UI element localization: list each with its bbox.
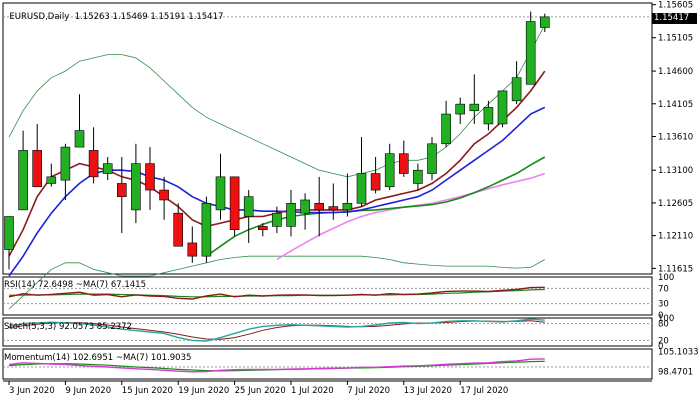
rsi-pane-frame [2,276,653,316]
stoch-tick-label: 80 [658,320,669,330]
time-tick-label: 19 Jun 2020 [178,386,229,396]
bearish-candle [117,183,127,197]
ma-mid-line [8,106,546,277]
rsi-tick-label: 100 [658,273,674,283]
price-tick-label: 1.11615 [658,264,693,274]
time-tick-label: 7 Jul 2020 [347,386,390,396]
bullish-candle [60,146,71,181]
bullish-candle [356,173,367,204]
momentum-title: Momentum(14) 102.6951 ~MA(7) 101.9035 [4,353,192,363]
time-tick-label: 17 Jul 2020 [460,386,508,396]
symbol-header: EURUSD,Daily 1.15263 1.15469 1.15191 1.1… [4,2,223,22]
main-pane-frame [2,2,653,275]
price-tick-label: 1.12110 [658,232,693,242]
bullish-candle [201,202,212,257]
momentum-tick-label: 105.1033 [658,348,699,358]
current-price-label: 1.15417 [652,13,697,24]
bearish-candle [314,202,325,211]
price-tick-label: 1.15105 [658,34,693,44]
rsi-line [8,286,545,300]
stoch-signal-line [8,320,545,340]
rsi-title: RSI(14) 72.6498 ~MA(7) 67.1415 [4,280,146,290]
bullish-candle [441,113,451,145]
time-tick-label: 9 Jun 2020 [65,386,111,396]
rsi-tick-label: 30 [658,300,669,310]
bullish-candle [74,130,85,148]
momentum-tick-label: 98.4701 [658,368,693,378]
bullish-candle [46,176,57,184]
price-tick-label: 1.14600 [658,67,693,77]
bullish-candle [469,103,480,112]
sto-pane-frame [2,317,653,347]
price-tick-label: 1.15605 [658,1,693,11]
bullish-candle [525,21,536,85]
bullish-candle [215,176,226,211]
bullish-candle [4,216,14,250]
bullish-candle [511,77,522,102]
mom-pane-frame [2,348,653,380]
bearish-candle [32,150,43,188]
bearish-candle [328,206,339,211]
stoch-tick-label: 100 [658,314,674,324]
bollinger-upper-line [8,24,546,178]
bullish-candle [18,150,28,211]
bollinger-lower-line [8,255,545,310]
bullish-candle [427,143,437,174]
bearish-candle [398,153,409,174]
price-tick-label: 1.12605 [658,199,693,209]
stoch-title: Stoch(5,3,3) 92.0573 85.2372 [4,322,132,332]
time-tick-label: 25 Jun 2020 [235,386,286,396]
stoch-tick-label: 0 [658,342,663,352]
bearish-candle [187,242,198,257]
bearish-candle [257,226,268,231]
rsi-tick-label: 0 [658,311,663,321]
bullish-candle [539,16,550,28]
bullish-candle [131,163,141,211]
price-tick-label: 1.13610 [658,133,693,143]
symbol-timeframe: EURUSD,Daily [9,12,70,22]
bullish-candle [497,90,508,125]
time-tick-label: 1 Jul 2020 [291,386,334,396]
bearish-candle [229,176,240,231]
bearish-candle [173,212,183,247]
bullish-candle [413,169,423,184]
rsi-tick-label: 70 [658,284,669,294]
price-tick-label: 1.13100 [658,166,693,176]
bullish-candle [243,196,254,217]
bullish-candle [272,212,282,227]
stoch-main-line [8,318,545,342]
bullish-candle [300,199,310,214]
time-tick-label: 3 Jun 2020 [9,386,55,396]
bullish-candle [102,163,113,174]
bearish-candle [159,189,169,201]
bullish-candle [286,202,296,227]
momentum-line [8,358,545,373]
bearish-candle [145,163,155,191]
bearish-candle [370,173,381,191]
bearish-candle [88,150,99,178]
ma-long-line [276,172,546,261]
price-tick-label: 1.14105 [658,100,693,110]
stoch-tick-label: 20 [658,336,669,346]
bullish-candle [342,202,353,211]
time-tick-label: 13 Jul 2020 [404,386,452,396]
bullish-candle [384,153,395,188]
bullish-candle [483,107,494,125]
time-tick-label: 15 Jun 2020 [122,386,173,396]
ohlc-values: 1.15263 1.15469 1.15191 1.15417 [74,12,224,22]
bullish-candle [455,103,466,115]
